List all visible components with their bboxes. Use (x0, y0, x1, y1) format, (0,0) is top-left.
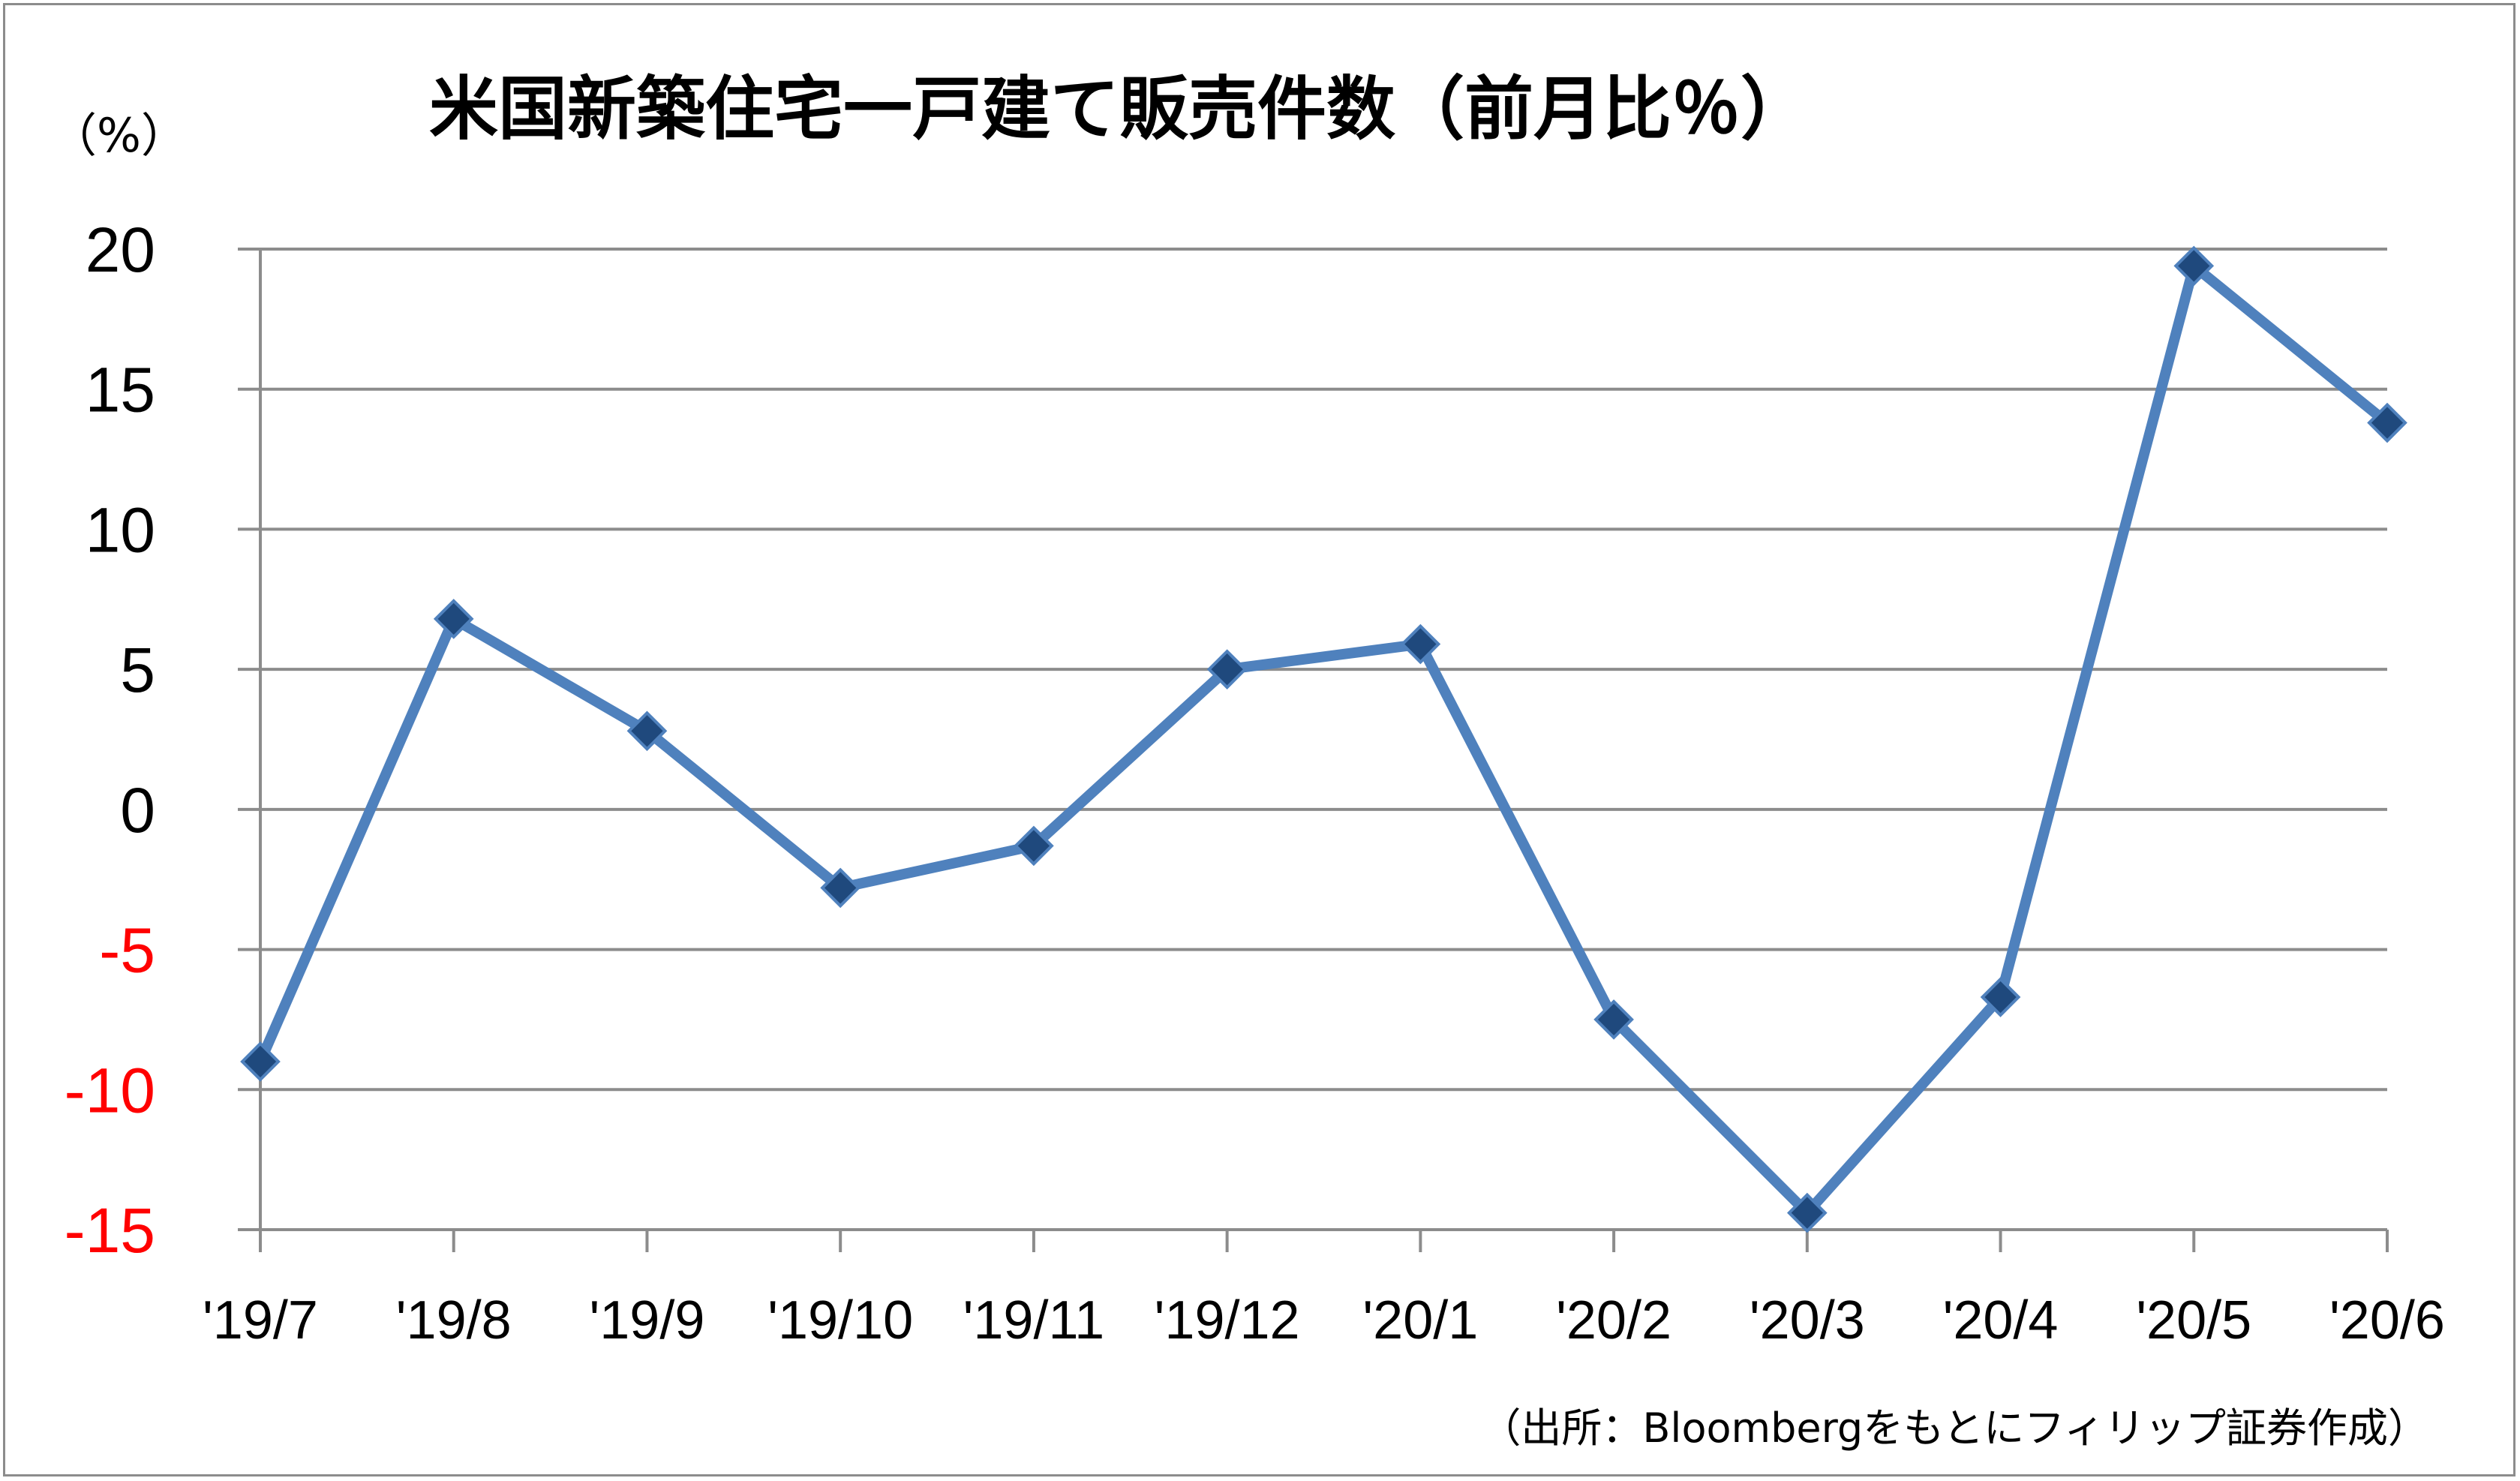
series-line (255, 260, 2392, 1218)
data-point-marker (1593, 999, 1634, 1040)
y-unit-label: （%） (50, 108, 188, 163)
x-tick-label: '19/8 (396, 1290, 512, 1350)
data-point-marker (1786, 1192, 1828, 1233)
x-axis-ticks: '19/7 '19/8 '19/9 '19/10 '19/11 '19/12 '20/1 '2… (203, 1290, 2445, 1350)
x-tick-label: '20/6 (2329, 1290, 2445, 1350)
data-point-marker (1980, 977, 2021, 1017)
y-tick-label: -10 (65, 1055, 155, 1125)
y-axis-ticks: 20 15 10 5 0 -5 -10 -15 (65, 215, 155, 1266)
series-layer (240, 245, 2407, 1233)
data-point-marker (2367, 402, 2407, 443)
x-tick-label: '20/2 (1556, 1290, 1671, 1350)
x-tick-label: '20/1 (1362, 1290, 1478, 1350)
data-point-marker (433, 599, 474, 639)
gridlines (238, 248, 2387, 1231)
y-tick-label: 10 (86, 494, 155, 565)
source-note: （出所：Bloombergをもとにフィリップ証券作成） (1480, 1404, 2428, 1452)
y-tick-label: 20 (86, 215, 155, 285)
data-point-marker (1400, 623, 1441, 665)
data-point-marker (820, 867, 861, 909)
y-tick-label: -5 (99, 915, 155, 986)
x-tick-label: '20/4 (1943, 1290, 2059, 1350)
data-point-marker (2173, 245, 2215, 287)
x-tick-label: '19/7 (203, 1290, 318, 1350)
data-point-marker (626, 710, 668, 752)
x-tick-label: '19/10 (767, 1290, 913, 1350)
x-tick-label: '20/5 (2136, 1290, 2251, 1350)
data-point-marker (240, 1041, 281, 1082)
y-tick-label: -15 (65, 1195, 155, 1266)
y-tick-label: 0 (120, 775, 155, 846)
y-tick-label: 5 (120, 635, 155, 705)
data-point-marker (1206, 649, 1248, 689)
data-point-marker (1014, 825, 1054, 867)
x-tick-label: '19/9 (590, 1290, 705, 1350)
chart-frame: 米国新築住宅一戸建て販売件数（前月比％） （%） 20 15 10 5 0 -5 -10 -1… (3, 3, 2515, 1476)
x-tick-label: '20/3 (1750, 1290, 1865, 1350)
chart-title: 米国新築住宅一戸建て販売件数（前月比％） (429, 69, 1810, 149)
y-tick-label: 15 (86, 355, 155, 425)
x-tick-label: '19/12 (1155, 1290, 1300, 1350)
x-tick-label: '19/11 (963, 1290, 1105, 1350)
line-chart: 米国新築住宅一戸建て販売件数（前月比％） （%） 20 15 10 5 0 -5 -10 -1… (50, 69, 2445, 1452)
